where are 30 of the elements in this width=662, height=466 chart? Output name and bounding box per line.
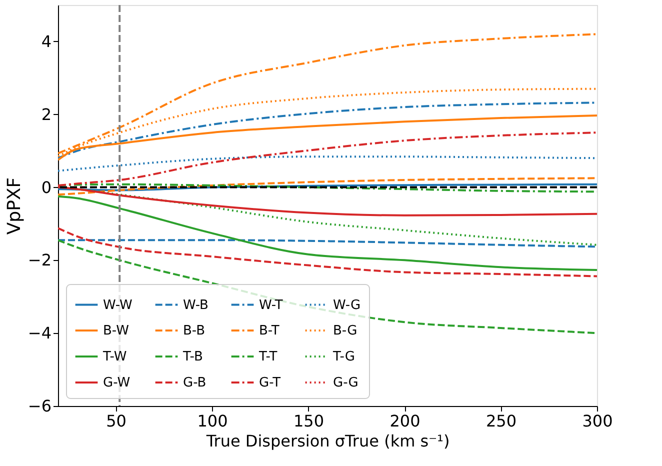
legend-label: W-W (103, 298, 132, 313)
legend-label: B-G (333, 324, 358, 338)
x-tick-label: 150 (293, 412, 324, 430)
legend-label: B-B (183, 324, 206, 338)
legend-label: T-W (102, 350, 127, 364)
legend-label: G-W (103, 376, 130, 390)
legend-label: T-B (182, 350, 203, 364)
legend-label: G-B (183, 376, 206, 390)
legend-label: B-W (103, 324, 130, 338)
legend-label: G-T (259, 376, 281, 390)
y-tick-label: 2 (41, 104, 52, 124)
legend-label: T-G (332, 350, 355, 364)
x-tick-label: 200 (390, 412, 420, 430)
legend-label: W-G (333, 298, 361, 313)
y-tick-label: 4 (41, 32, 52, 51)
legend-label: B-T (259, 324, 280, 338)
legend-label: W-B (183, 298, 208, 313)
x-tick-label: 300 (582, 412, 613, 430)
legend-label: G-G (333, 376, 358, 390)
y-axis-title: VpPXF (4, 177, 25, 235)
y-tick-label: −4 (28, 324, 52, 343)
x-axis-title: True Dispersion σTrue (km s⁻¹) (205, 432, 450, 450)
x-tick-label: 50 (106, 412, 126, 430)
x-tick-label: 250 (486, 412, 517, 430)
x-tick-label: 100 (197, 412, 228, 430)
y-tick-label: −6 (28, 396, 52, 416)
y-tick-label: 0 (41, 178, 52, 197)
legend-label: T-T (258, 350, 278, 364)
legend-label: W-T (259, 298, 283, 313)
y-tick-label: −2 (28, 250, 52, 270)
